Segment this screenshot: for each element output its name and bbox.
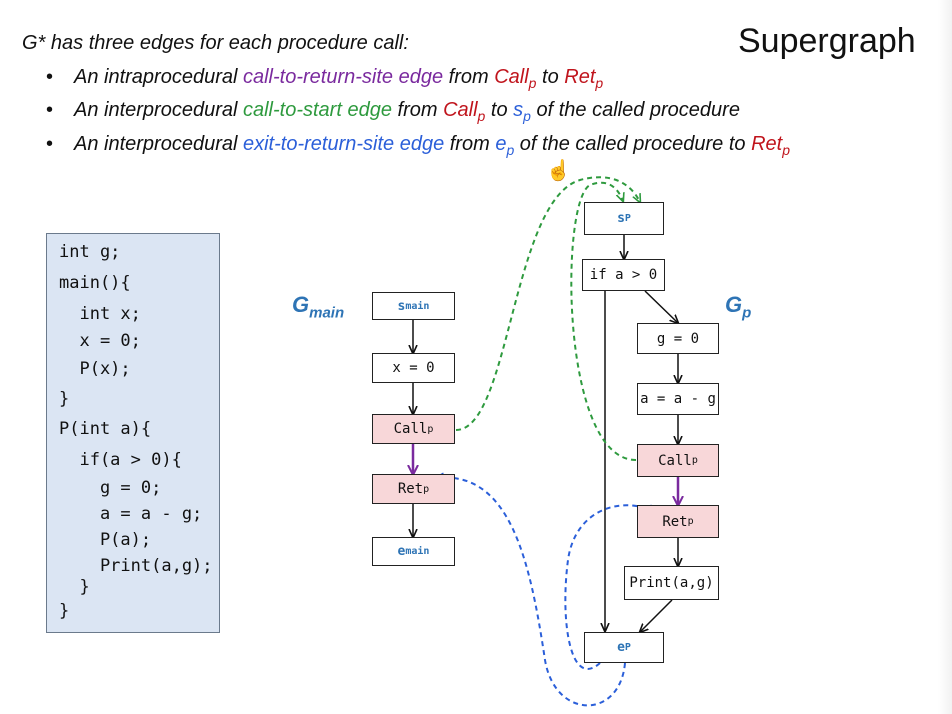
node-if-cond: if a > 0 xyxy=(582,259,665,291)
slide-title: Supergraph xyxy=(738,22,916,60)
code-panel: int g; main(){ int x; x = 0; P(x); } P(i… xyxy=(46,233,220,633)
bullet-subscript: p xyxy=(528,75,537,91)
bullet-segment: of the called procedure xyxy=(530,99,740,121)
node-a-assign: a = a - g xyxy=(637,383,719,415)
bullet-call-to-start: • An interprocedural call-to-start edge f… xyxy=(46,99,740,124)
node-print: Print(a,g) xyxy=(624,566,719,600)
node-call-p: Call p xyxy=(637,444,719,477)
code-line: P(x); xyxy=(59,359,131,379)
edge-call-to-start-recursive xyxy=(570,181,637,461)
node-ret-main: Ret p xyxy=(372,474,455,504)
bullet-segment: Ret xyxy=(751,133,783,155)
slide-edge-shadow xyxy=(938,0,952,714)
bullet-subscript: p xyxy=(506,142,515,158)
code-line: g = 0; xyxy=(59,478,162,498)
bullet-subscript: p xyxy=(523,108,531,124)
edge-call-to-start-main xyxy=(455,176,640,431)
bullet-segment: e xyxy=(495,133,507,155)
node-call-main: Call p xyxy=(372,414,455,444)
bullet-exit-to-return: • An interprocedural exit-to-return-site … xyxy=(46,133,790,158)
bullet-segment: call-to-return-site edge xyxy=(242,66,444,88)
hand-pointer-icon: ☝ xyxy=(546,160,571,182)
code-line: P(int a){ xyxy=(59,419,152,439)
bullet-segment: Call xyxy=(443,99,478,121)
bullet-segment: to xyxy=(485,99,514,121)
bullet-dot: • xyxy=(46,66,54,88)
code-line: if(a > 0){ xyxy=(59,450,182,470)
bullet-subscript: p xyxy=(595,75,604,91)
bullet-text-2: An interprocedural call-to-start edge fr… xyxy=(74,99,740,124)
intro-text: G* has three edges for each procedure ca… xyxy=(22,32,409,54)
node-g-assign: g = 0 xyxy=(637,323,719,354)
bullet-call-to-return: • An intraprocedural call-to-return-site … xyxy=(46,66,603,91)
code-line: P(a); xyxy=(59,530,152,550)
edge-if-to-g xyxy=(644,290,678,323)
code-line: x = 0; xyxy=(59,331,141,351)
graph-label-main: Gmain xyxy=(292,292,345,322)
code-line: } xyxy=(59,601,70,621)
bullet-segment: s xyxy=(513,99,524,121)
graph-label-p: Gp xyxy=(725,292,752,322)
bullet-segment: An intraprocedural xyxy=(74,66,243,88)
bullet-segment: An interprocedural xyxy=(74,133,243,155)
node-x-assign: x = 0 xyxy=(372,353,455,383)
node-ret-p: Ret p xyxy=(637,505,719,538)
code-line: int g; xyxy=(59,242,121,262)
node-s-main: s main xyxy=(372,292,455,320)
bullet-dot: • xyxy=(46,133,54,155)
code-line: } xyxy=(59,389,70,409)
bullet-segment: from xyxy=(443,66,495,88)
bullet-subscript: p xyxy=(782,142,790,158)
bullet-segment: call-to-start edge xyxy=(242,99,392,121)
code-line: } xyxy=(59,577,90,597)
edge-exit-to-return-main xyxy=(436,478,626,707)
bullet-segment: from xyxy=(444,133,496,155)
code-line: a = a - g; xyxy=(59,504,203,524)
edge-print-to-ep xyxy=(640,599,673,632)
bullet-subscript: p xyxy=(477,108,486,124)
node-e-main: e main xyxy=(372,537,455,566)
bullet-segment: exit-to-return-site edge xyxy=(242,133,445,155)
code-line: int x; xyxy=(59,304,141,324)
bullet-segment: of the called procedure to xyxy=(514,133,752,155)
bullet-segment: from xyxy=(391,99,444,121)
bullet-segment: to xyxy=(536,66,565,88)
code-line: Print(a,g); xyxy=(59,556,213,576)
bullet-segment: An interprocedural xyxy=(74,99,243,121)
bullet-dot: • xyxy=(46,99,54,121)
bullet-text-1: An intraprocedural call-to-return-site e… xyxy=(74,66,604,91)
bullet-segment: Call xyxy=(494,66,529,88)
edge-exit-to-return-recursive xyxy=(564,504,656,670)
bullet-segment: Ret xyxy=(564,66,596,88)
bullet-text-3: An interprocedural exit-to-return-site e… xyxy=(74,133,790,158)
code-line: main(){ xyxy=(59,273,131,293)
